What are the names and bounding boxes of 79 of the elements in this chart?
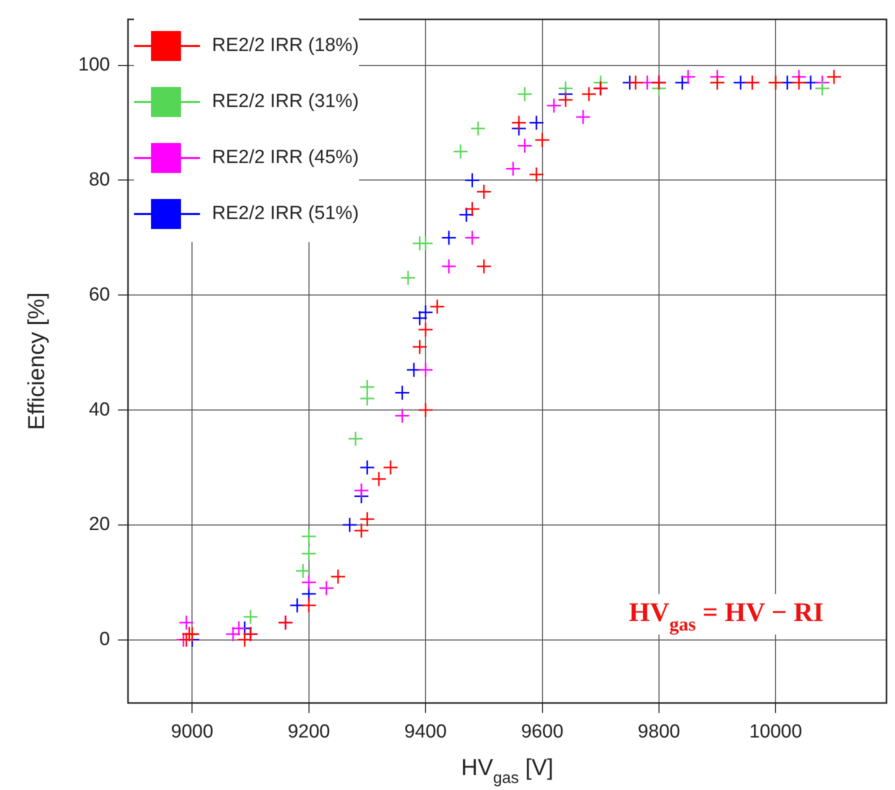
point — [546, 98, 562, 114]
point — [732, 74, 748, 90]
point — [371, 471, 387, 487]
y-tick-label: 100 — [78, 54, 110, 76]
point — [301, 598, 317, 614]
point — [412, 339, 428, 355]
point — [359, 460, 375, 476]
point — [418, 402, 434, 418]
x-tick-label: 9800 — [638, 722, 680, 743]
point — [178, 614, 194, 630]
point — [517, 138, 533, 154]
x-tick-label: 9200 — [288, 722, 330, 743]
point — [476, 184, 492, 200]
legend-label: RE2/2 IRR (45%) — [212, 147, 359, 169]
x-tick-label: 10000 — [749, 722, 802, 743]
point — [178, 632, 194, 648]
point — [464, 230, 480, 246]
x-tick-label: 9600 — [521, 722, 564, 743]
point — [441, 230, 457, 246]
point — [400, 270, 416, 286]
point — [791, 74, 807, 90]
y-tick-label: 60 — [88, 284, 110, 306]
point — [342, 517, 358, 533]
point — [470, 120, 486, 136]
y-tick-label: 40 — [88, 399, 110, 420]
point — [236, 632, 252, 648]
point — [318, 580, 334, 596]
point — [330, 568, 346, 584]
point — [354, 522, 370, 538]
point — [458, 206, 474, 222]
point — [418, 362, 434, 378]
point — [476, 258, 492, 274]
legend-label: RE2/2 IRR (18%) — [212, 35, 359, 57]
point — [674, 74, 690, 90]
point — [418, 304, 434, 320]
y-tick-label: 0 — [99, 629, 110, 650]
point — [359, 511, 375, 527]
point — [628, 74, 644, 90]
y-tick-label: 80 — [88, 169, 110, 190]
point — [826, 69, 842, 85]
point — [301, 528, 317, 544]
legend-label: RE2/2 IRR (51%) — [212, 203, 359, 225]
point — [429, 298, 445, 314]
point — [517, 86, 533, 102]
point — [464, 172, 480, 188]
point — [412, 310, 428, 326]
y-axis-title: Efficiency [%] — [23, 292, 49, 430]
point — [581, 86, 597, 102]
point — [348, 431, 364, 446]
x-tick-label: 9000 — [171, 722, 214, 743]
point — [225, 626, 241, 642]
point — [394, 408, 410, 424]
point — [528, 166, 544, 182]
point — [289, 598, 305, 614]
point — [575, 109, 591, 125]
point — [301, 574, 317, 590]
point — [680, 69, 696, 85]
point — [295, 563, 311, 579]
legend-label: RE2/2 IRR (31%) — [212, 91, 359, 113]
point — [418, 236, 434, 252]
point — [452, 144, 468, 160]
x-tick-label: 9400 — [404, 722, 447, 743]
y-tick-label: 20 — [88, 514, 110, 536]
point — [441, 258, 457, 274]
point — [359, 379, 375, 395]
point — [382, 460, 398, 476]
point — [505, 161, 521, 177]
point — [511, 115, 527, 131]
point — [528, 115, 544, 131]
point — [558, 92, 574, 108]
point — [464, 201, 480, 217]
point — [231, 620, 247, 636]
point — [242, 609, 258, 625]
point — [418, 322, 434, 338]
point — [301, 546, 317, 562]
point — [354, 482, 370, 498]
point — [534, 132, 550, 148]
point — [394, 385, 410, 401]
point — [814, 80, 830, 96]
